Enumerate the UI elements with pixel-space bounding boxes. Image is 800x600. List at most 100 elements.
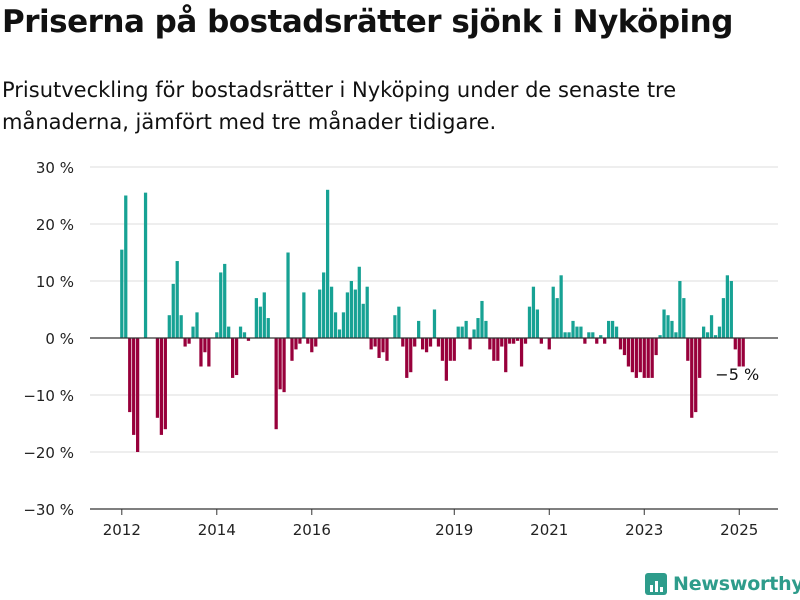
- bar: [278, 338, 282, 390]
- bar: [575, 326, 579, 338]
- newsworthy-brand: Newsworthy: [645, 570, 800, 598]
- bar: [191, 326, 195, 338]
- bar: [428, 338, 433, 347]
- bar: [409, 338, 413, 373]
- bar: [607, 320, 611, 338]
- bar: [713, 335, 718, 338]
- y-tick-label: 30 %: [36, 159, 74, 177]
- bar: [721, 298, 726, 338]
- bar-chart-logo-icon: [645, 573, 667, 595]
- bar: [690, 338, 694, 418]
- bar: [361, 303, 365, 338]
- bar: [634, 338, 638, 378]
- bar: [294, 338, 298, 350]
- bar: [274, 338, 278, 430]
- bar: [614, 326, 619, 338]
- bar: [531, 286, 536, 338]
- bar: [143, 192, 148, 338]
- bar: [658, 335, 662, 338]
- bar: [203, 338, 207, 353]
- bar: [448, 338, 452, 361]
- bar: [579, 326, 583, 338]
- bar: [345, 292, 350, 338]
- bar: [571, 320, 575, 338]
- bar: [468, 338, 472, 350]
- bar: [266, 318, 270, 338]
- bar: [262, 292, 266, 338]
- bar: [460, 326, 464, 338]
- bar: [662, 309, 666, 338]
- bar: [318, 289, 322, 338]
- chart-subtitle: Prisutveckling för bostadsrätter i Nyköp…: [2, 78, 677, 134]
- bar: [167, 315, 171, 338]
- bar: [551, 286, 555, 338]
- bar: [638, 338, 642, 373]
- x-tick-label: 2012: [103, 521, 141, 539]
- bar: [654, 338, 658, 356]
- bar: [591, 332, 595, 338]
- bar: [219, 272, 223, 338]
- x-tick-label: 2019: [435, 521, 473, 539]
- bar: [527, 306, 532, 338]
- bar: [476, 318, 480, 338]
- bar: [626, 338, 631, 367]
- x-tick-label: 2021: [530, 521, 568, 539]
- bar: [622, 338, 627, 356]
- bar: [599, 335, 603, 338]
- bar: [302, 292, 306, 338]
- bar: [512, 338, 516, 344]
- bar: [258, 306, 262, 338]
- bar: [290, 338, 294, 361]
- bar: [413, 338, 417, 347]
- bar: [484, 320, 488, 338]
- y-tick-label: −20 %: [23, 444, 74, 462]
- bar: [401, 338, 405, 347]
- bar: [369, 338, 373, 350]
- bar: [136, 338, 140, 452]
- bar: [563, 332, 567, 338]
- bar: [492, 338, 496, 361]
- bar: [539, 338, 543, 344]
- bar: [306, 338, 310, 344]
- bar: [357, 266, 361, 338]
- y-tick-label: −10 %: [23, 387, 74, 405]
- bar: [381, 338, 385, 353]
- bar: [674, 332, 678, 338]
- y-tick-label: 0 %: [45, 330, 74, 348]
- y-tick-label: −30 %: [23, 501, 74, 519]
- bar: [583, 338, 587, 344]
- bar: [159, 338, 164, 435]
- bar: [472, 329, 476, 338]
- bar: [535, 309, 540, 338]
- x-tick-label: 2023: [625, 521, 663, 539]
- bar: [519, 338, 524, 367]
- x-tick-label: 2025: [720, 521, 758, 539]
- brand-name: Newsworthy: [673, 573, 800, 595]
- x-tick-label: 2014: [198, 521, 236, 539]
- bar: [595, 338, 599, 344]
- bar: [694, 338, 698, 413]
- bar: [325, 189, 330, 338]
- bar: [709, 315, 714, 338]
- bar: [444, 338, 448, 381]
- chart-title: Priserna på bostadsrätter sjönk i Nyköpi…: [2, 4, 733, 40]
- x-tick-label: 2016: [293, 521, 331, 539]
- bar: [377, 338, 381, 358]
- bar: [705, 332, 710, 338]
- bar: [322, 272, 326, 338]
- bar: [234, 338, 239, 376]
- bar: [124, 195, 128, 338]
- bar: [420, 338, 425, 350]
- latest-value-annotation: −5 %: [715, 365, 759, 384]
- bar: [120, 249, 124, 338]
- bar: [207, 338, 211, 367]
- bar: [314, 338, 318, 347]
- bar: [464, 320, 468, 338]
- bar: [682, 298, 686, 338]
- bar: [187, 338, 191, 344]
- bar: [385, 338, 389, 361]
- bar: [337, 329, 342, 338]
- bar: [341, 312, 346, 338]
- bar: [741, 338, 745, 367]
- bar: [670, 320, 674, 338]
